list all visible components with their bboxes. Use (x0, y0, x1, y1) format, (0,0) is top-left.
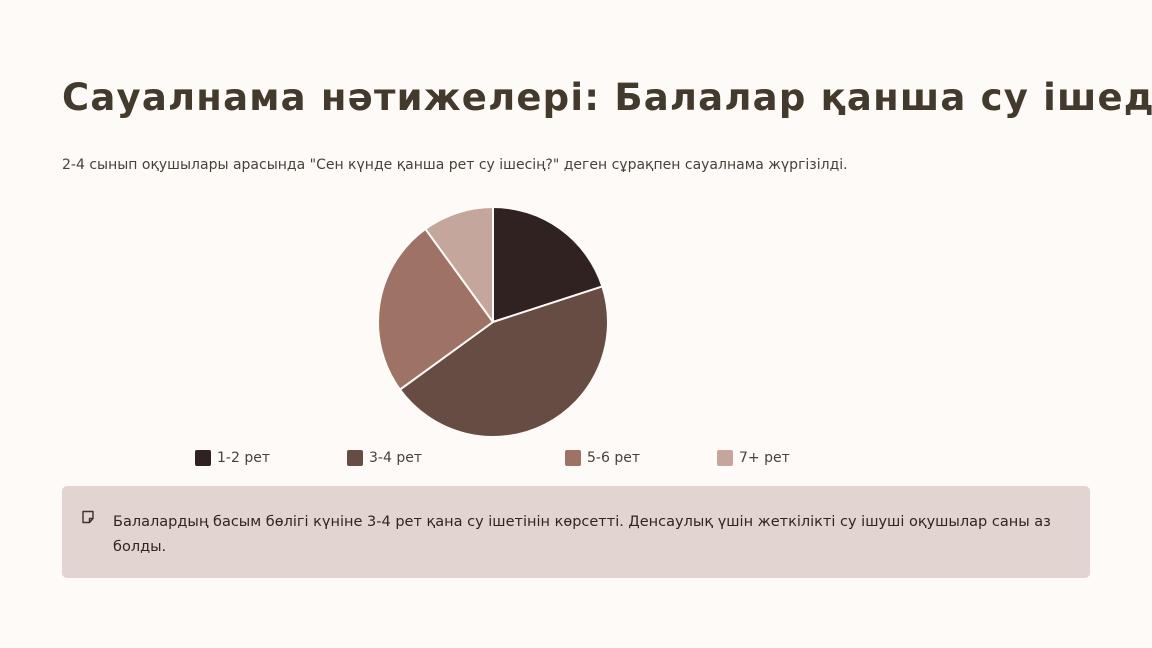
page-subtitle: 2-4 сынып оқушылары арасында "Сен күнде … (62, 157, 848, 173)
insight-callout: Балалардың басым бөлігі күніне 3-4 рет қ… (62, 486, 1090, 578)
legend-item-7-plus: 7+ рет (717, 450, 790, 466)
legend-item-3-4: 3-4 рет (347, 450, 422, 466)
pie-slice-1-2 (492, 206, 604, 323)
legend-item-1-2: 1-2 рет (195, 450, 270, 466)
legend-label-7-plus: 7+ рет (739, 450, 790, 466)
insight-text: Балалардың басым бөлігі күніне 3-4 рет қ… (113, 514, 1051, 555)
pie-slice-7-plus (424, 206, 494, 323)
legend-swatch-7-plus (717, 450, 733, 466)
chart-legend: 1-2 рет 3-4 рет 5-6 рет 7+ рет (0, 450, 1152, 472)
page-title: Сауалнама нәтижелері: Балалар қанша су і… (62, 76, 1152, 119)
legend-swatch-3-4 (347, 450, 363, 466)
legend-swatch-5-6 (565, 450, 581, 466)
legend-label-5-6: 5-6 рет (587, 450, 640, 466)
legend-label-3-4: 3-4 рет (369, 450, 422, 466)
legend-label-1-2: 1-2 рет (217, 450, 270, 466)
pie-slice-3-4 (398, 285, 609, 438)
legend-swatch-1-2 (195, 450, 211, 466)
note-icon (82, 510, 94, 524)
legend-item-5-6: 5-6 рет (565, 450, 640, 466)
pie-slice-5-6 (377, 227, 494, 391)
